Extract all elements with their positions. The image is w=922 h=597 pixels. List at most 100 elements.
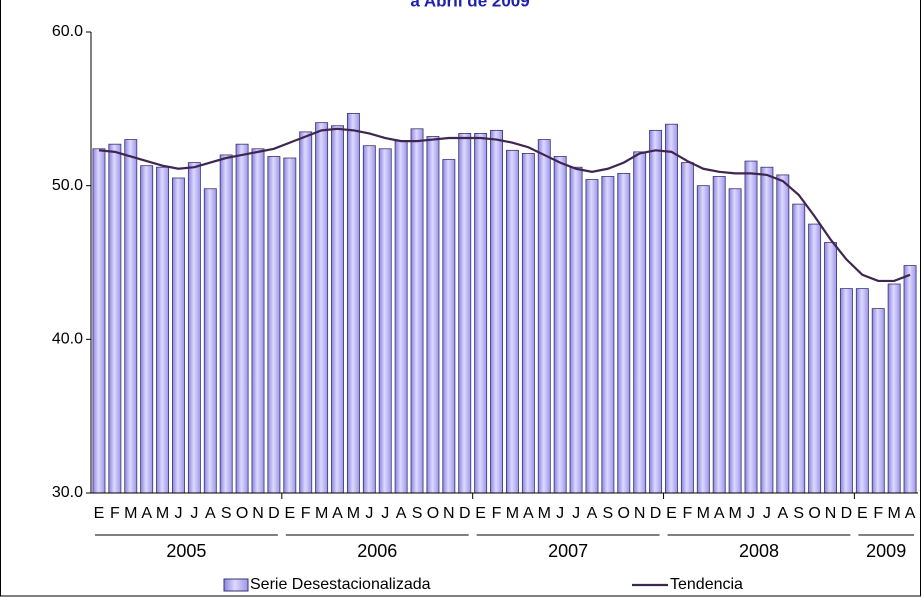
x-tick-label: M bbox=[315, 505, 328, 522]
bar bbox=[776, 174, 790, 494]
chart-title: a Abril de 2009 bbox=[410, 0, 529, 10]
x-tick-label: A bbox=[905, 505, 916, 522]
bar bbox=[474, 133, 488, 494]
bar bbox=[569, 166, 583, 494]
x-tick-label: M bbox=[347, 505, 360, 522]
bar bbox=[744, 160, 758, 494]
year-label: 2009 bbox=[866, 541, 906, 561]
y-tick-label: 40.0 bbox=[52, 331, 83, 348]
bar bbox=[362, 145, 376, 494]
x-tick-label: S bbox=[412, 505, 423, 522]
bar bbox=[633, 151, 647, 494]
x-tick-label: F bbox=[492, 505, 502, 522]
x-tick-label: D bbox=[268, 505, 280, 522]
bar bbox=[537, 139, 551, 494]
bar bbox=[378, 148, 392, 494]
x-tick-label: J bbox=[174, 505, 182, 522]
x-tick-label: J bbox=[556, 505, 564, 522]
y-tick-label: 30.0 bbox=[52, 484, 83, 501]
bar bbox=[871, 308, 885, 494]
x-tick-label: A bbox=[714, 505, 725, 522]
x-tick-label: F bbox=[301, 505, 311, 522]
bar bbox=[839, 288, 853, 494]
x-tick-label: A bbox=[141, 505, 152, 522]
x-tick-label: J bbox=[190, 505, 198, 522]
legend-label: Serie Desestacionalizada bbox=[250, 576, 431, 593]
bar bbox=[299, 131, 313, 494]
bar bbox=[346, 113, 360, 494]
bar bbox=[601, 176, 615, 494]
x-tick-label: A bbox=[523, 505, 534, 522]
x-tick-label: S bbox=[603, 505, 614, 522]
bar bbox=[506, 149, 519, 494]
x-tick-label: D bbox=[841, 505, 853, 522]
bar bbox=[680, 162, 694, 494]
bar bbox=[172, 177, 185, 494]
x-tick-label: D bbox=[459, 505, 471, 522]
x-tick-label: A bbox=[777, 505, 788, 522]
bar bbox=[887, 283, 901, 494]
bar bbox=[267, 156, 281, 494]
bar bbox=[855, 288, 869, 494]
x-tick-label: O bbox=[236, 505, 248, 522]
x-tick-label: M bbox=[124, 505, 137, 522]
bar bbox=[585, 179, 599, 494]
x-tick-label: J bbox=[747, 505, 755, 522]
bar bbox=[203, 188, 217, 494]
x-tick-label: N bbox=[825, 505, 837, 522]
bar bbox=[140, 165, 154, 494]
year-label: 2005 bbox=[166, 541, 206, 561]
x-tick-label: F bbox=[873, 505, 883, 522]
x-tick-label: D bbox=[650, 505, 662, 522]
bar bbox=[331, 125, 344, 494]
bar bbox=[553, 156, 567, 494]
year-label: 2007 bbox=[548, 541, 588, 561]
bar bbox=[92, 148, 106, 494]
legend-swatch bbox=[223, 578, 249, 592]
bar bbox=[808, 223, 822, 494]
bar bbox=[792, 203, 806, 494]
bar bbox=[521, 152, 535, 494]
x-tick-label: E bbox=[857, 505, 868, 522]
x-tick-label: E bbox=[284, 505, 295, 522]
x-tick-label: N bbox=[634, 505, 646, 522]
x-tick-label: E bbox=[475, 505, 486, 522]
x-tick-label: F bbox=[110, 505, 120, 522]
bar bbox=[712, 176, 726, 494]
x-tick-label: J bbox=[365, 505, 373, 522]
x-tick-label: M bbox=[697, 505, 710, 522]
bar bbox=[394, 140, 408, 494]
x-tick-label: M bbox=[506, 505, 519, 522]
bar bbox=[410, 128, 424, 494]
x-tick-label: O bbox=[427, 505, 439, 522]
bar bbox=[903, 265, 917, 494]
bar bbox=[490, 129, 503, 494]
x-tick-label: M bbox=[538, 505, 551, 522]
x-tick-label: O bbox=[618, 505, 630, 522]
bar bbox=[426, 136, 440, 494]
y-tick-label: 60.0 bbox=[52, 23, 83, 40]
bar bbox=[728, 188, 742, 494]
bar bbox=[665, 123, 678, 494]
x-tick-label: A bbox=[396, 505, 407, 522]
bar bbox=[156, 166, 170, 494]
x-tick-label: S bbox=[221, 505, 232, 522]
bar bbox=[649, 129, 663, 494]
bar bbox=[760, 166, 774, 494]
y-tick-label: 50.0 bbox=[52, 177, 83, 194]
bar bbox=[315, 122, 329, 494]
year-label: 2008 bbox=[739, 541, 779, 561]
x-tick-label: E bbox=[666, 505, 677, 522]
bar bbox=[617, 172, 631, 494]
x-tick-label: A bbox=[587, 505, 598, 522]
bar bbox=[824, 242, 837, 494]
x-tick-label: J bbox=[381, 505, 389, 522]
legend-label: Tendencia bbox=[670, 576, 743, 593]
x-tick-label: N bbox=[252, 505, 264, 522]
bar bbox=[283, 157, 297, 494]
bar bbox=[696, 185, 710, 494]
x-tick-label: S bbox=[793, 505, 804, 522]
bar bbox=[124, 139, 138, 494]
year-label: 2006 bbox=[357, 541, 397, 561]
